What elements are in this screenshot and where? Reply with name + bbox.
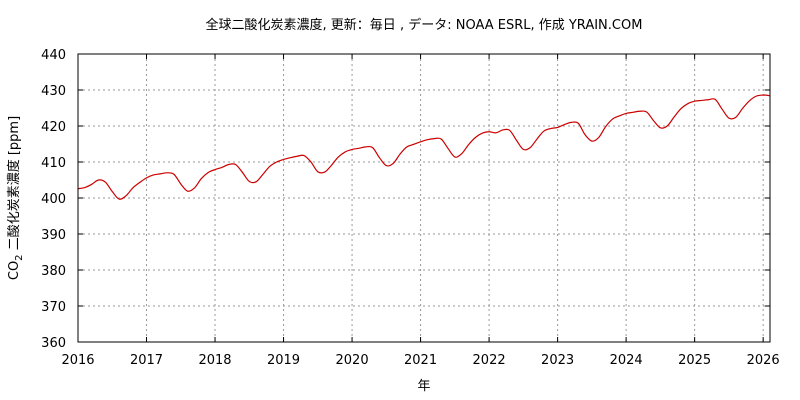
- y-axis-label: CO2 二酸化炭素濃度 [ppm]: [6, 116, 25, 280]
- x-tick-labels: 2016 2017 2018 2019 2020 2021 2022 2023 2024 2025…: [61, 353, 779, 368]
- x-tick-label-2019: 2019: [267, 353, 300, 368]
- x-tick-label-2024: 2024: [610, 353, 643, 368]
- x-axis-label: 年: [417, 379, 430, 394]
- x-tick-label-2021: 2021: [404, 353, 437, 368]
- grid-lines: [77, 53, 770, 343]
- y-tick-label-440: 440: [41, 48, 66, 63]
- y-tick-label-390: 390: [41, 228, 66, 243]
- x-tick-label-2022: 2022: [473, 353, 506, 368]
- chart-title: 全球二酸化炭素濃度, 更新：毎日 , データ: NOAA ESRL, 作成 YR…: [206, 17, 643, 33]
- y-tick-label-380: 380: [41, 264, 66, 279]
- x-tick-label-2020: 2020: [336, 353, 369, 368]
- y-axis-label-rest: 二酸化炭素濃度 [ppm]: [6, 116, 22, 255]
- co2-series-line: [77, 94, 771, 200]
- x-tick-label-2023: 2023: [541, 353, 574, 368]
- y-tick-label-370: 370: [41, 300, 66, 315]
- y-axis-label-co: CO: [7, 261, 22, 280]
- x-tick-label-2025: 2025: [678, 353, 711, 368]
- x-tick-label-2016: 2016: [61, 353, 94, 368]
- y-tick-label-410: 410: [41, 156, 66, 171]
- x-tick-label-2018: 2018: [198, 353, 231, 368]
- y-tick-label-360: 360: [41, 336, 66, 351]
- y-tick-labels: 360 370 380 390 400 410 420 430 440: [41, 48, 66, 351]
- y-tick-label-400: 400: [41, 192, 66, 207]
- x-tick-label-2026: 2026: [747, 353, 780, 368]
- y-axis-label-subscript: 2: [14, 254, 25, 260]
- y-tick-label-420: 420: [41, 120, 66, 135]
- y-tick-label-430: 430: [41, 84, 66, 99]
- plot-frame: [77, 53, 771, 343]
- x-tick-label-2017: 2017: [130, 353, 163, 368]
